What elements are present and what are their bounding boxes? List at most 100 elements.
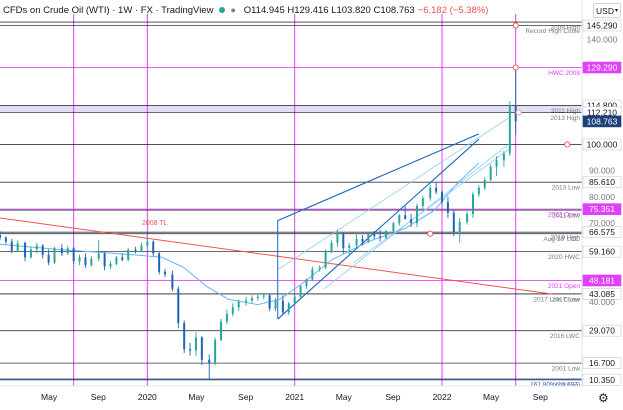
candle-body (489, 166, 492, 180)
candle-body (10, 241, 13, 251)
gear-icon[interactable]: ⚙ (598, 391, 609, 405)
time-tick-label: Sep (238, 392, 253, 402)
candle-body (72, 248, 75, 262)
price-tick-label: 75.351 (589, 204, 615, 214)
candle-body (35, 245, 38, 250)
candle-body (483, 179, 486, 188)
level-label: 2001 Low (552, 366, 580, 373)
price-tick-label: 145.290 (587, 20, 618, 30)
candle-body (458, 221, 461, 233)
level-label: Aug 18' LCC (543, 236, 580, 243)
price-badge (582, 245, 622, 258)
candle-body (385, 231, 388, 238)
market-status-dot (219, 7, 226, 13)
candle-body (16, 242, 19, 251)
candle-body (127, 249, 130, 260)
price-badge (582, 19, 622, 32)
candle-body (177, 288, 180, 323)
candle-body (47, 254, 50, 263)
candle-body (466, 214, 469, 222)
candle-body (373, 233, 376, 237)
candle-body (183, 322, 186, 350)
candle-body (53, 248, 56, 263)
candle-body (410, 219, 413, 224)
eye-icon[interactable]: ● (230, 5, 238, 15)
level-label: 161.80%(10.697) (530, 381, 580, 388)
candle-body (24, 242, 27, 258)
level-label: 2013 High (550, 115, 580, 122)
price-tick-label: 140.000 (587, 34, 618, 44)
candle-body (330, 242, 333, 253)
candle-body (367, 233, 370, 242)
candle-body (404, 215, 407, 220)
candle-body (324, 252, 327, 268)
candle-body (250, 298, 253, 301)
candle-body (514, 105, 517, 122)
time-tick-label: 2021 (285, 392, 304, 402)
candle-body (508, 105, 511, 154)
price-tick-label: 10.350 (589, 375, 615, 385)
channel-bottom-line (277, 138, 480, 320)
candle-body (60, 248, 63, 254)
level-label: Record High Close (525, 28, 580, 35)
candle-body (348, 245, 351, 249)
symbol-title[interactable]: CFDs on Crude Oil (WTI) · 1W · FX · Trad… (3, 4, 214, 16)
candle-body (361, 238, 364, 242)
level-label: 2013 Low (552, 185, 580, 192)
price-tick-label: 108.763 (587, 116, 618, 126)
candle-body (164, 271, 167, 275)
resistance-zone (0, 105, 582, 113)
candle-body (256, 296, 259, 299)
price-tick-label: 70.000 (589, 218, 615, 228)
candle-body (293, 296, 296, 304)
level-label: 2017 Low Close (533, 296, 580, 303)
level-label: HWC 2008 (548, 70, 580, 77)
price-tick-label: 100.000 (587, 139, 618, 149)
marker-circle (512, 64, 519, 71)
price-badge (582, 138, 622, 151)
price-badge (582, 274, 622, 287)
candle-body (245, 300, 248, 302)
channel-top-line (277, 133, 480, 222)
candle-body (140, 245, 143, 251)
candle-body (281, 300, 284, 313)
candle-body (194, 337, 197, 351)
candle-body (41, 245, 44, 255)
time-tick-label: May (336, 392, 353, 402)
trendline-label: 2008 TL (142, 220, 168, 227)
price-badge (582, 203, 622, 215)
level-label: 2011 High (551, 108, 581, 115)
level-label: 2020 HWC (548, 254, 580, 261)
candle-body (200, 337, 203, 360)
channel-inner-line (353, 149, 509, 263)
price-tick-label: 66.575 (589, 227, 615, 237)
time-tick-label: 2020 (138, 392, 157, 402)
channel-inner-line (277, 117, 509, 271)
candle-body (471, 194, 474, 215)
candle-body (97, 253, 100, 259)
candle-body (262, 295, 265, 297)
currency-selector[interactable]: USD ▾ (593, 3, 621, 18)
level-label: 2011 Low (552, 213, 580, 220)
candle-body (90, 258, 93, 266)
candle-body (435, 187, 438, 192)
price-tick-label: 43.085 (589, 289, 615, 299)
candle-body (392, 223, 395, 232)
candle-body (446, 202, 449, 213)
candle-body (214, 340, 217, 364)
currency-label: USD (596, 5, 614, 16)
candle-body (336, 233, 339, 243)
candle-body (29, 249, 32, 258)
time-tick-label: May (483, 392, 500, 402)
price-tick-label: 40.000 (589, 297, 615, 307)
candle-body (311, 269, 314, 280)
price-axis (582, 0, 623, 405)
time-tick-label: May (41, 392, 58, 402)
candle-body (66, 248, 69, 254)
candle-body (109, 263, 112, 267)
candle-body (379, 236, 382, 238)
candle-body (477, 187, 480, 195)
